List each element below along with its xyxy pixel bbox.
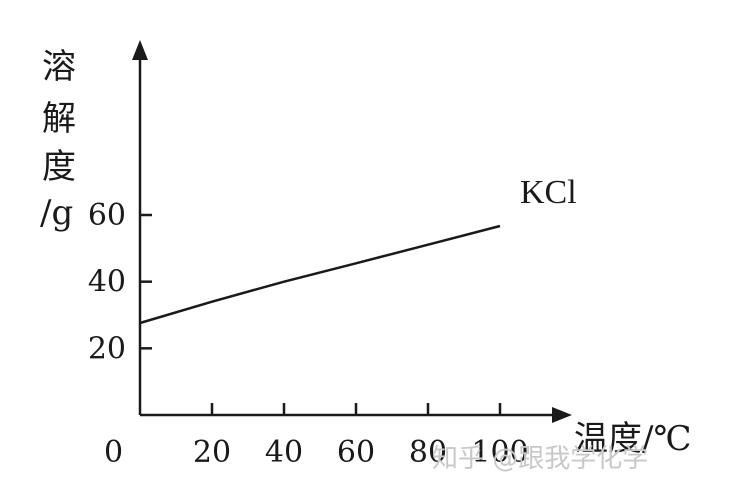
x-ticks: 20 40 60 80 100 bbox=[193, 403, 529, 470]
y-tick-label: 20 bbox=[88, 331, 126, 366]
y-label-char: 度 bbox=[42, 147, 76, 187]
y-label-char: /g bbox=[40, 193, 73, 233]
series-label-kcl: KCl bbox=[520, 174, 577, 211]
origin-label: 0 bbox=[104, 435, 123, 470]
axes bbox=[132, 40, 572, 423]
x-tick-label: 60 bbox=[337, 435, 375, 470]
y-label-char: 解 bbox=[42, 99, 76, 139]
y-tick-label: 40 bbox=[88, 265, 126, 300]
x-tick-label: 80 bbox=[409, 435, 447, 470]
x-tick-label: 40 bbox=[265, 435, 303, 470]
y-label-char: 溶 bbox=[42, 47, 76, 87]
watermark: 知乎 @跟我学化学 bbox=[432, 444, 648, 474]
series-line-kcl bbox=[139, 224, 501, 325]
y-tick-label: 60 bbox=[88, 198, 126, 233]
y-axis-arrow bbox=[132, 40, 148, 60]
y-ticks: 20 40 60 bbox=[88, 198, 152, 366]
x-tick-label: 100 bbox=[471, 435, 528, 470]
x-axis-label: 温度/℃ bbox=[574, 419, 692, 459]
x-axis-arrow bbox=[552, 407, 572, 423]
x-tick-label: 20 bbox=[193, 435, 231, 470]
series-group bbox=[139, 224, 501, 325]
y-axis-label: 溶 解 度 /g bbox=[40, 47, 76, 233]
